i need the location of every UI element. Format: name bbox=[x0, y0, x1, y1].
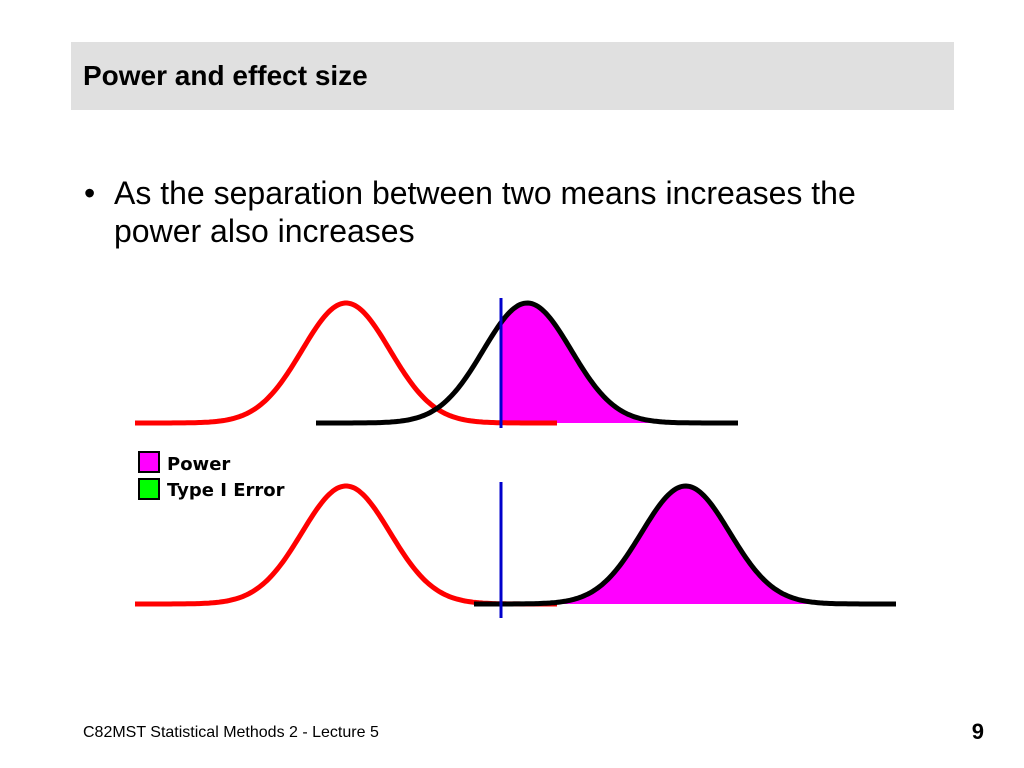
legend: Power Type I Error bbox=[138, 451, 285, 501]
page-number: 9 bbox=[971, 719, 984, 744]
bullet-dot-icon: • bbox=[84, 175, 96, 211]
legend-swatch-power bbox=[138, 451, 160, 473]
power-area bbox=[501, 486, 897, 604]
bullet-item: • As the separation between two means in… bbox=[84, 174, 924, 250]
legend-label-type1-error: Type I Error bbox=[167, 480, 285, 501]
title-bar: Power and effect size bbox=[71, 42, 954, 110]
bullet-text: As the separation between two means incr… bbox=[114, 175, 856, 249]
alternative-distribution-curve bbox=[474, 483, 896, 607]
footer-course-title: C82MST Statistical Methods 2 - Lecture 5 bbox=[83, 724, 379, 741]
panel-large-separation bbox=[135, 482, 897, 618]
slide-title: Power and effect size bbox=[83, 60, 368, 91]
null-distribution-curve bbox=[135, 300, 557, 426]
null-distribution-curve bbox=[135, 483, 557, 607]
legend-swatch-type1-error bbox=[138, 478, 160, 500]
power-area bbox=[501, 303, 738, 423]
alternative-distribution-curve bbox=[316, 300, 738, 426]
bullet-list: • As the separation between two means in… bbox=[84, 174, 924, 250]
legend-label-power: Power bbox=[167, 454, 230, 475]
panel-small-separation bbox=[135, 298, 738, 428]
